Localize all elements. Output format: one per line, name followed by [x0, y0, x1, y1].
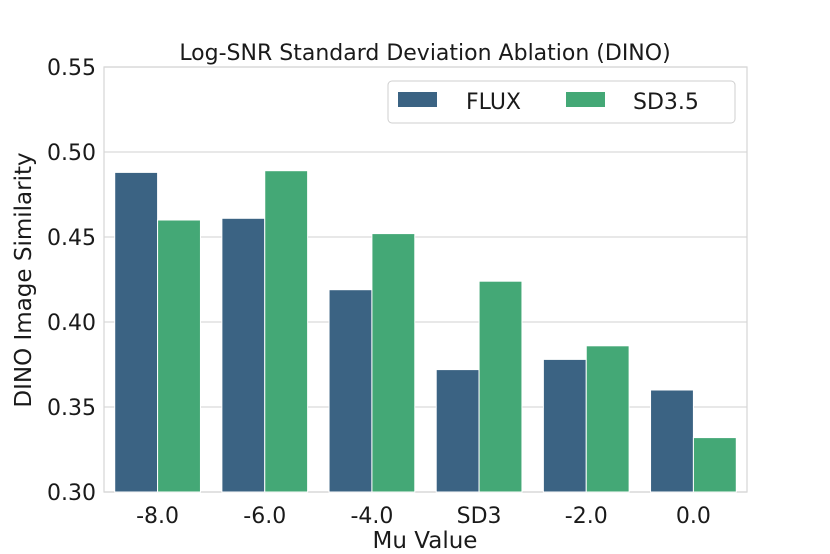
bar-sd35-4 — [585, 345, 630, 493]
legend: FLUX SD3.5 — [387, 80, 736, 124]
x-tick-label: -4.0 — [350, 504, 393, 529]
y-tick-label: 0.50 — [47, 141, 96, 166]
x-tick-label: 0.0 — [676, 504, 711, 529]
bar-flux-5 — [650, 389, 694, 493]
bar-sd35-2 — [371, 233, 416, 493]
legend-label-sd35: SD3.5 — [633, 90, 699, 115]
y-tick-label: 0.55 — [47, 56, 96, 81]
bar-sd35-1 — [264, 170, 309, 493]
legend-swatch-flux — [398, 92, 437, 107]
bar-flux-3 — [435, 369, 480, 493]
x-axis-label: Mu Value — [373, 528, 478, 554]
legend-box — [387, 80, 736, 124]
bar-sd35-5 — [692, 437, 737, 493]
chart-title: Log-SNR Standard Deviation Ablation (DIN… — [179, 41, 670, 66]
y-tick-label: 0.40 — [47, 311, 96, 336]
x-tick-label: -6.0 — [243, 504, 286, 529]
plot-frame — [103, 66, 748, 493]
y-tick-label: 0.45 — [47, 226, 96, 251]
bar-flux-4 — [542, 358, 587, 493]
y-axis-label: DINO Image Similarity — [11, 152, 37, 407]
bar-flux-2 — [328, 289, 373, 493]
bar-sd35-0 — [157, 219, 201, 493]
x-tick-label: -8.0 — [136, 504, 179, 529]
y-tick-label: 0.35 — [47, 396, 96, 421]
x-tick-label: -2.0 — [565, 504, 608, 529]
x-tick-label: SD3 — [457, 504, 502, 529]
bar-sd35-3 — [478, 280, 523, 493]
legend-label-flux: FLUX — [466, 90, 521, 115]
y-tick-label: 0.30 — [47, 481, 96, 506]
legend-swatch-sd35 — [566, 92, 605, 107]
bar-flux-1 — [221, 217, 266, 493]
bar-flux-0 — [114, 171, 159, 493]
